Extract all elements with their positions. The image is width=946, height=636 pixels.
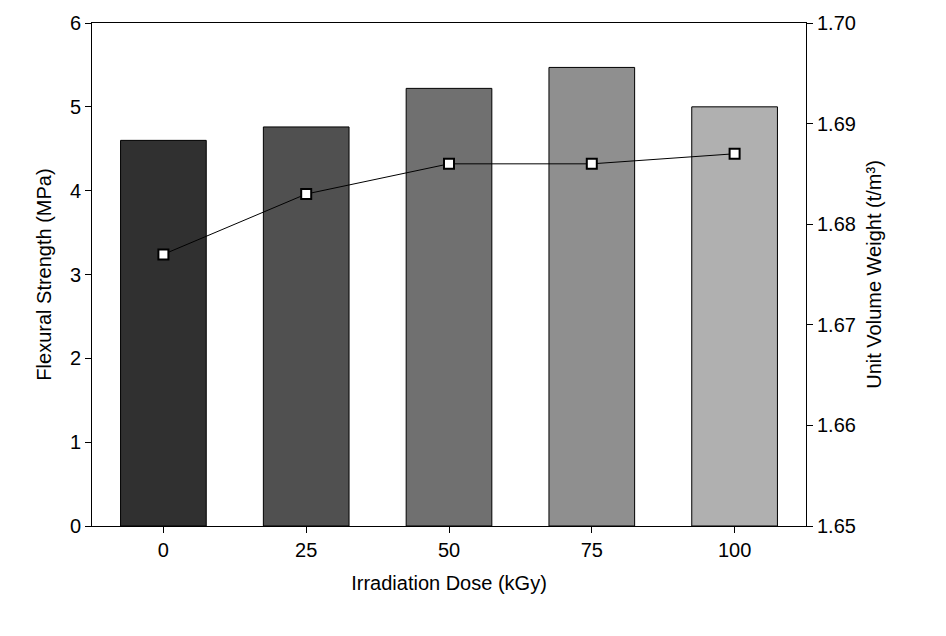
- svg-text:Unit Volume Weight (t/m³): Unit Volume Weight (t/m³): [863, 160, 885, 389]
- svg-text:1.67: 1.67: [817, 314, 856, 336]
- svg-text:Irradiation Dose (kGy): Irradiation Dose (kGy): [351, 572, 547, 594]
- svg-text:3: 3: [70, 264, 81, 286]
- svg-text:1.68: 1.68: [817, 213, 856, 235]
- svg-text:1.65: 1.65: [817, 515, 856, 537]
- svg-text:2: 2: [70, 347, 81, 369]
- svg-text:50: 50: [438, 539, 460, 561]
- svg-text:4: 4: [70, 180, 81, 202]
- svg-text:0: 0: [158, 539, 169, 561]
- svg-text:5: 5: [70, 96, 81, 118]
- svg-text:6: 6: [70, 12, 81, 34]
- svg-text:100: 100: [718, 539, 751, 561]
- svg-text:1.66: 1.66: [817, 414, 856, 436]
- svg-text:75: 75: [581, 539, 603, 561]
- svg-text:25: 25: [295, 539, 317, 561]
- svg-text:1.70: 1.70: [817, 12, 856, 34]
- svg-text:Flexural Strength (MPa): Flexural Strength (MPa): [33, 168, 55, 380]
- svg-text:1: 1: [70, 431, 81, 453]
- svg-text:1.69: 1.69: [817, 113, 856, 135]
- svg-text:0: 0: [70, 515, 81, 537]
